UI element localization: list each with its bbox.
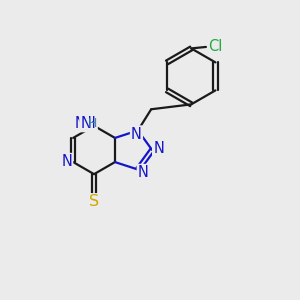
Text: N: N bbox=[80, 116, 91, 131]
Text: N: N bbox=[131, 127, 142, 142]
Text: NH: NH bbox=[75, 116, 97, 131]
Text: S: S bbox=[89, 194, 99, 209]
Text: N: N bbox=[138, 165, 149, 180]
Text: Cl: Cl bbox=[208, 39, 223, 54]
Text: H: H bbox=[88, 117, 97, 130]
Text: N: N bbox=[61, 154, 72, 169]
Text: N: N bbox=[153, 141, 164, 156]
